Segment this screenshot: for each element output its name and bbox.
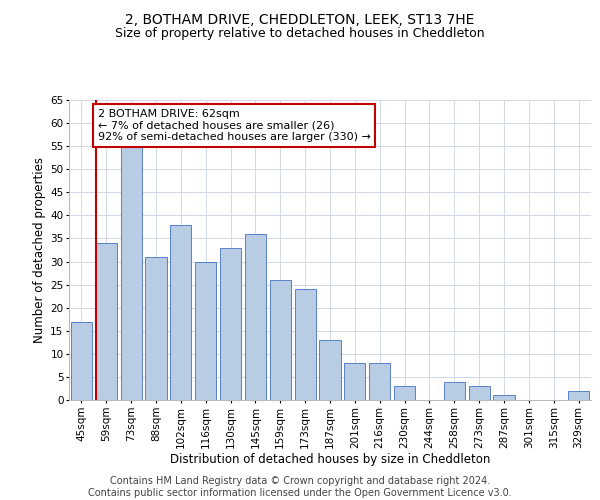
Bar xyxy=(145,257,167,400)
Bar xyxy=(96,243,117,400)
Bar xyxy=(369,363,390,400)
Bar xyxy=(295,289,316,400)
Bar xyxy=(469,386,490,400)
Bar xyxy=(344,363,365,400)
Text: 2 BOTHAM DRIVE: 62sqm
← 7% of detached houses are smaller (26)
92% of semi-detac: 2 BOTHAM DRIVE: 62sqm ← 7% of detached h… xyxy=(98,109,370,142)
Y-axis label: Number of detached properties: Number of detached properties xyxy=(33,157,46,343)
Bar xyxy=(319,340,341,400)
Bar xyxy=(444,382,465,400)
Bar xyxy=(220,248,241,400)
Bar xyxy=(245,234,266,400)
X-axis label: Distribution of detached houses by size in Cheddleton: Distribution of detached houses by size … xyxy=(170,453,490,466)
Bar xyxy=(270,280,291,400)
Bar xyxy=(170,224,191,400)
Text: 2, BOTHAM DRIVE, CHEDDLETON, LEEK, ST13 7HE: 2, BOTHAM DRIVE, CHEDDLETON, LEEK, ST13 … xyxy=(125,12,475,26)
Text: Size of property relative to detached houses in Cheddleton: Size of property relative to detached ho… xyxy=(115,28,485,40)
Bar xyxy=(394,386,415,400)
Bar xyxy=(493,396,515,400)
Bar xyxy=(71,322,92,400)
Bar xyxy=(568,391,589,400)
Bar xyxy=(195,262,216,400)
Bar xyxy=(121,146,142,400)
Text: Contains HM Land Registry data © Crown copyright and database right 2024.
Contai: Contains HM Land Registry data © Crown c… xyxy=(88,476,512,498)
